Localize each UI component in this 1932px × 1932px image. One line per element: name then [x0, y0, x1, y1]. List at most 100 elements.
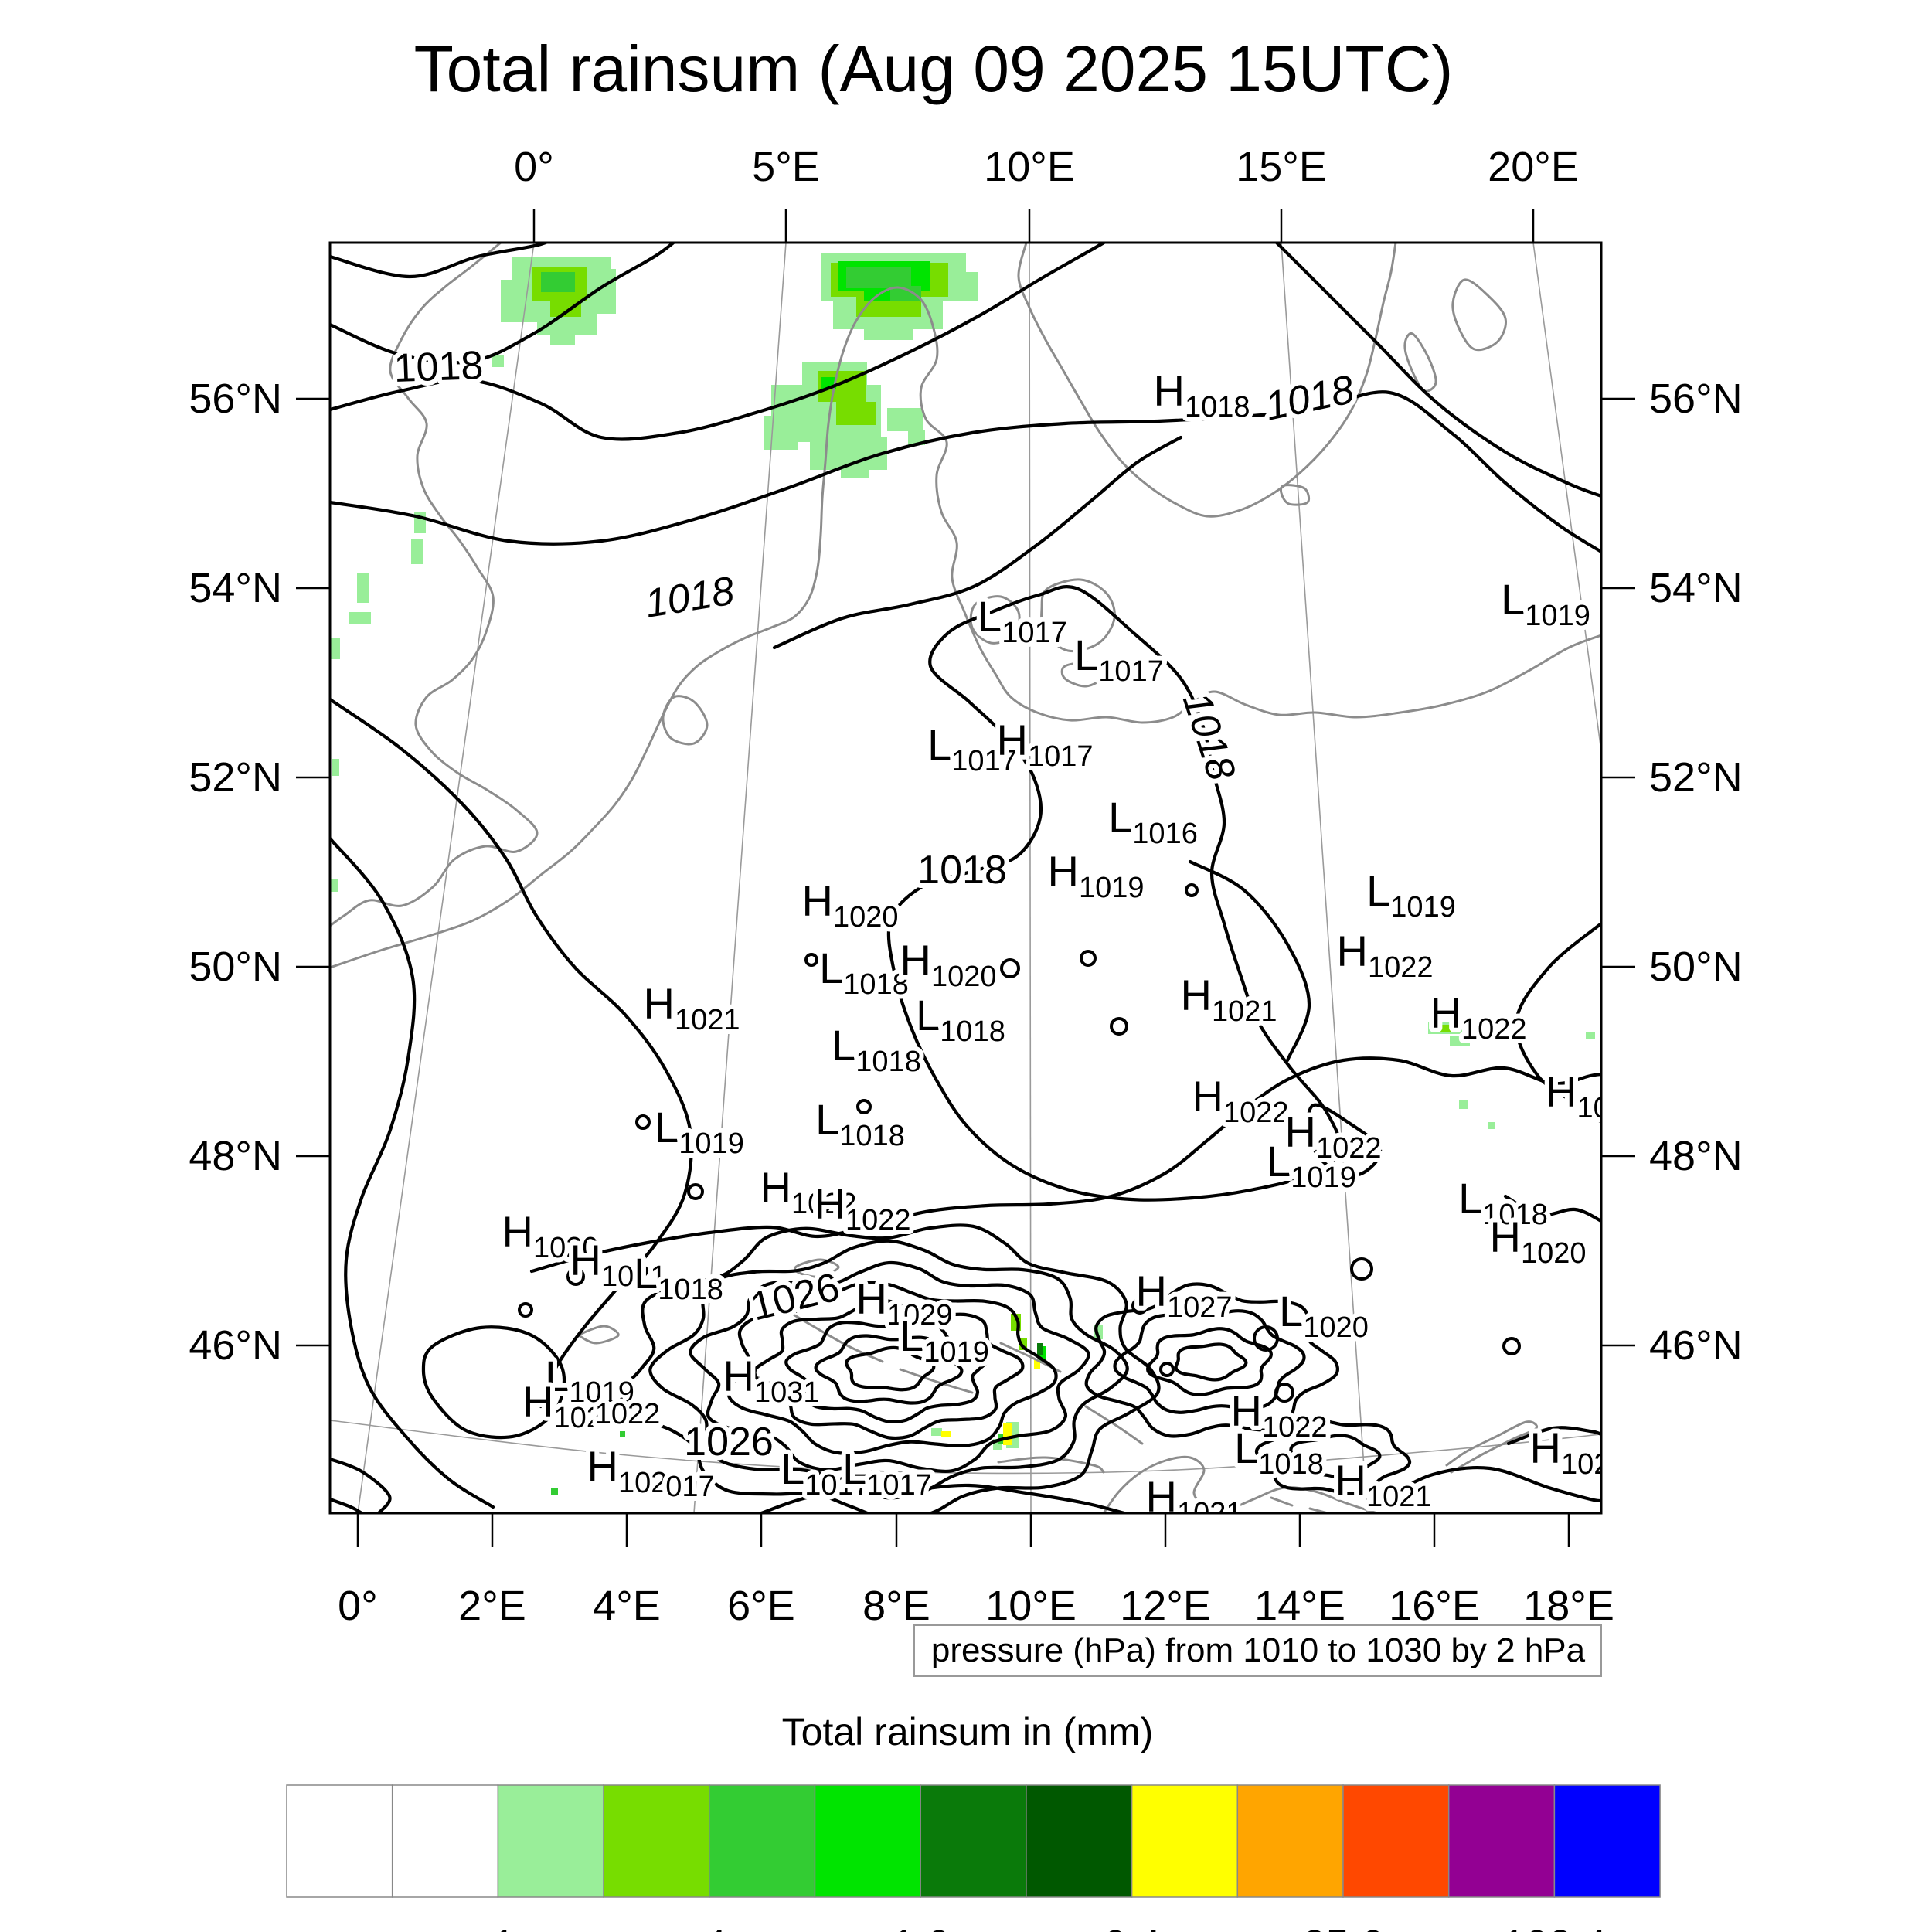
isobar [1503, 1194, 1601, 1223]
isobar-ring [689, 1260, 1090, 1473]
isobar-ring [1254, 1418, 1412, 1495]
colorbar: .1 .4 1.6 6.4 25.6 102.4 [286, 1784, 1661, 1932]
left-tick-label: 50°N [189, 944, 282, 990]
right-tick-label: 56°N [1649, 376, 1743, 422]
rain-cell [836, 402, 876, 425]
colorbar-label: 25.6 [1302, 1922, 1383, 1932]
isobar-blob [1253, 1325, 1279, 1352]
colorbar-label: .1 [481, 1922, 515, 1932]
coastline [577, 1325, 620, 1345]
pressure-center-label: H1021 [644, 979, 740, 1036]
bottom-tick-label: 6°E [727, 1583, 795, 1629]
rain-cell [331, 879, 338, 892]
isobar-value-label: 1018 [642, 569, 737, 627]
pressure-center-label: L1020 [1279, 1287, 1369, 1344]
rain-cell [1450, 1036, 1470, 1046]
colorbar-cell [286, 1784, 393, 1898]
coastline [1403, 332, 1437, 393]
pressure-center-label: H1020 [1530, 1423, 1627, 1481]
isobar-ring [1146, 1327, 1273, 1396]
coastline [969, 595, 1021, 645]
coastline [1102, 1455, 1224, 1513]
isobar-value-label: 1018 [1174, 687, 1244, 786]
isobar [421, 1325, 566, 1440]
coastline [662, 695, 709, 746]
rain-cell [941, 1431, 951, 1437]
isobar [330, 1457, 392, 1513]
isobar [330, 243, 550, 279]
graticule-layer [330, 243, 1601, 1513]
isobar [330, 390, 1601, 554]
pressure-center-label: L1018 [832, 1021, 921, 1078]
bottom-tick-label: 12°E [1120, 1583, 1211, 1629]
isobar-blob [1110, 1017, 1128, 1036]
pressure-center-label: H1022 [1192, 1072, 1289, 1129]
isobar-ring [753, 1299, 1025, 1440]
isobar-blob [1502, 1337, 1521, 1355]
isobar-value-label: 1018 [917, 848, 1007, 893]
isobar-blob [1185, 883, 1199, 897]
colorbar-cell [1131, 1784, 1239, 1898]
bottom-tick-label: 0° [338, 1583, 378, 1629]
colorbar-label: 1.6 [892, 1922, 950, 1932]
left-tick-label: 54°N [189, 565, 282, 611]
pressure-caption: pressure (hPa) from 1010 to 1030 by 2 hP… [931, 1631, 1586, 1669]
rain-cell [550, 332, 575, 345]
left-tick-label: 46°N [189, 1322, 282, 1369]
isobar-ring [784, 1318, 991, 1424]
rain-cell [541, 272, 575, 292]
isobar-ring [1289, 1434, 1382, 1479]
rain-cell [841, 467, 869, 478]
colorbar-cell [1553, 1784, 1661, 1898]
isobar-blob [635, 1114, 651, 1130]
rain-cell [890, 286, 921, 301]
isobar-blob [1274, 1383, 1294, 1403]
isobar [1306, 1103, 1383, 1177]
isobar-ring [814, 1334, 964, 1405]
rain-cell [492, 355, 504, 367]
isobar [529, 1056, 1601, 1274]
bottom-tick-label: 2°E [458, 1583, 526, 1629]
rain-cell [411, 539, 423, 564]
meridian-line [1532, 243, 1601, 752]
rain-cell [1586, 1032, 1595, 1039]
bottom-tick-label: 16°E [1389, 1583, 1480, 1629]
pressure-center-label: L1018 [916, 991, 1005, 1048]
pressure-center-label: H1022 [1285, 1107, 1382, 1165]
isobar-ring [1113, 1309, 1306, 1414]
isobar-value-label: 1018 [393, 343, 485, 391]
pressure-center-label: L1017 [1074, 631, 1164, 688]
meridian-line [357, 243, 535, 1513]
pressure-center-label: L1018 [634, 1249, 723, 1306]
colorbar-title: Total rainsum in (mm) [782, 1710, 1154, 1753]
colorbar-cell [1342, 1784, 1450, 1898]
colorbar-label: 6.4 [1103, 1922, 1161, 1932]
colorbar-cell [1447, 1784, 1556, 1898]
page-title: Total rainsum (Aug 09 2025 15UTC) [414, 32, 1454, 105]
isobar-ring [726, 1281, 1058, 1455]
pressure-center-label: H1020 [802, 876, 899, 934]
coastline [1270, 1496, 1294, 1507]
isobar [886, 584, 1343, 1202]
isobar-blob [804, 953, 818, 967]
bottom-tick-label: 4°E [593, 1583, 661, 1629]
rain-cell [349, 612, 371, 624]
isobar [772, 435, 1183, 650]
isobar-value-label: 1026 [684, 1420, 774, 1464]
coastline [1451, 278, 1507, 352]
right-tick-label: 48°N [1649, 1133, 1743, 1179]
isobar-ring [1084, 1282, 1339, 1438]
colorbar-cell [709, 1784, 816, 1898]
right-tick-label: 50°N [1649, 944, 1743, 990]
rain-cell [620, 1431, 625, 1437]
isobar-value-label: 017 [665, 1471, 714, 1503]
top-tick-label: 20°E [1488, 144, 1579, 190]
rain-cell [719, 1430, 725, 1436]
coastline [330, 243, 539, 927]
isobar-blob [1131, 1298, 1148, 1315]
isobar [330, 243, 1107, 441]
isobar [330, 836, 495, 1509]
pressure-center-label: L1019 [655, 1103, 744, 1160]
